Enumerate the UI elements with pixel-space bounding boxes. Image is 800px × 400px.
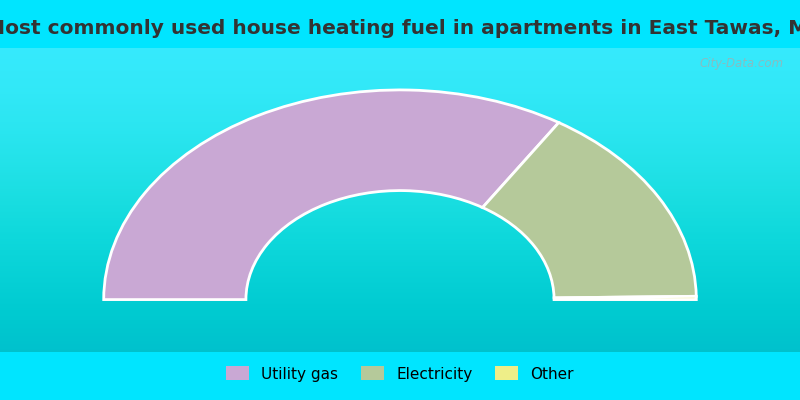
Text: City-Data.com: City-Data.com xyxy=(700,57,784,70)
Wedge shape xyxy=(554,296,696,300)
Text: Most commonly used house heating fuel in apartments in East Tawas, MI: Most commonly used house heating fuel in… xyxy=(0,19,800,38)
Legend: Utility gas, Electricity, Other: Utility gas, Electricity, Other xyxy=(220,360,580,388)
Wedge shape xyxy=(482,122,696,298)
Wedge shape xyxy=(104,90,558,300)
